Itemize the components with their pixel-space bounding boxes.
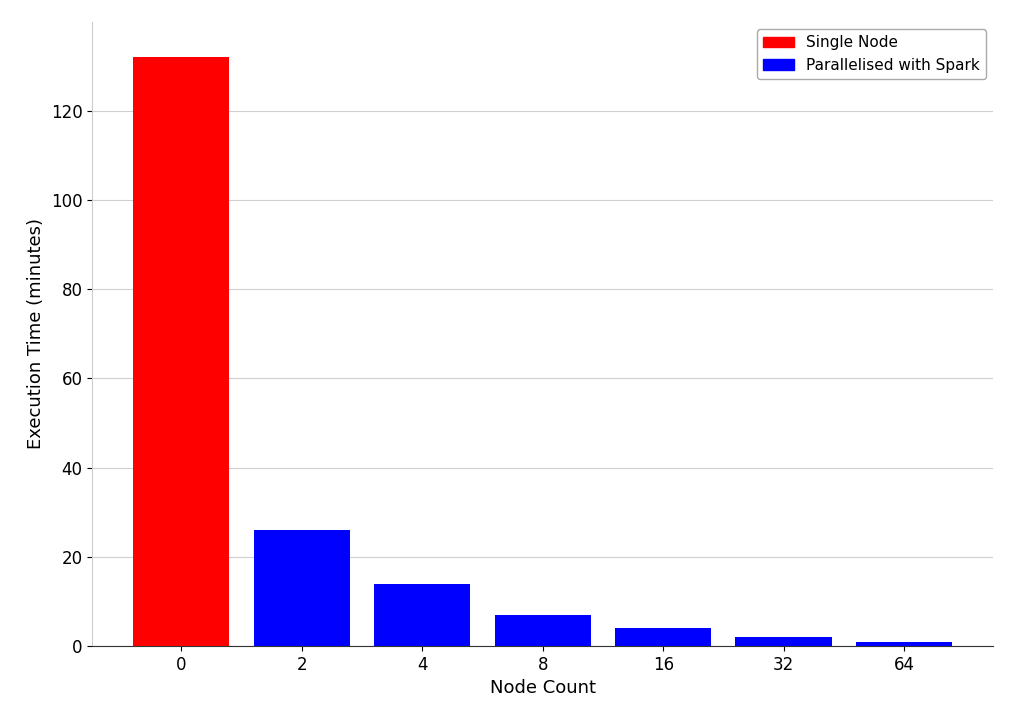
Bar	[133, 57, 229, 646]
Bar	[374, 584, 470, 646]
Bar	[735, 638, 831, 646]
Bar	[254, 530, 350, 646]
X-axis label: Node Count: Node Count	[489, 679, 596, 697]
Bar	[856, 642, 952, 646]
Legend: Single Node, Parallelised with Spark: Single Node, Parallelised with Spark	[757, 29, 986, 79]
Y-axis label: Execution Time (minutes): Execution Time (minutes)	[27, 218, 45, 449]
Bar	[615, 628, 712, 646]
Bar	[495, 615, 591, 646]
